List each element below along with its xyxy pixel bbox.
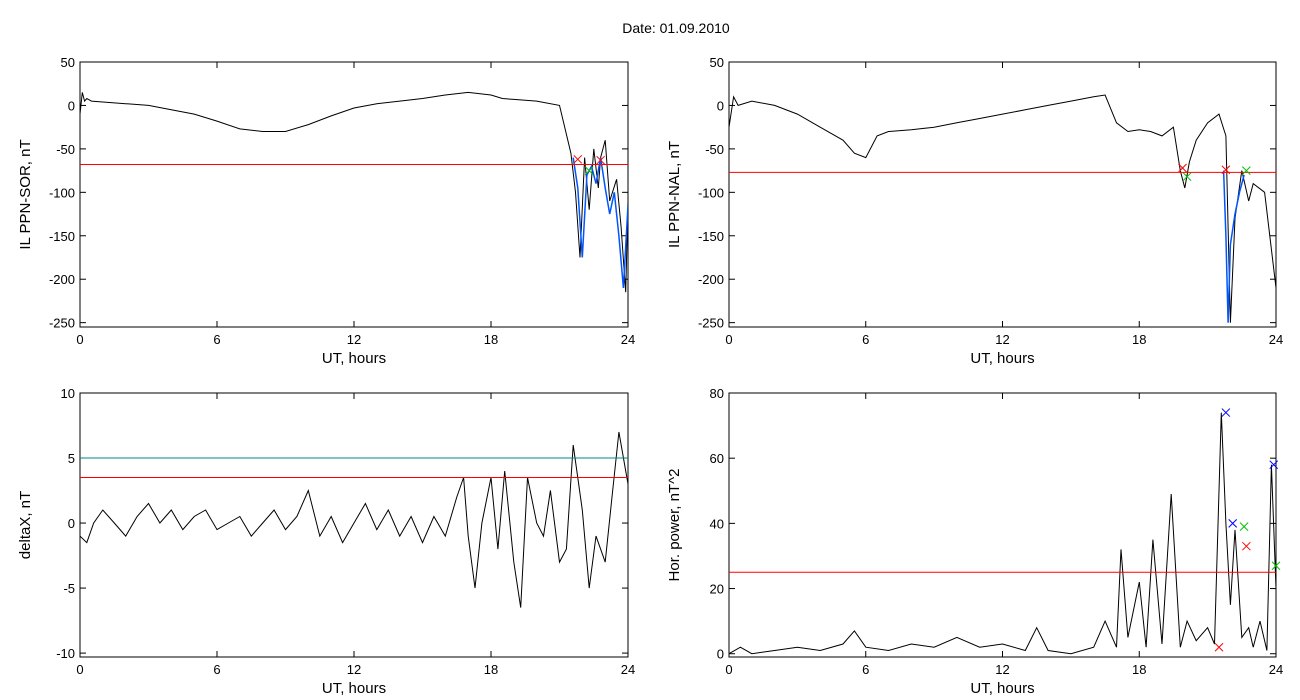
y-axis-label: Hor. power, nT^2 <box>666 469 683 582</box>
y-axis-label: IL PPN-NAL, nT <box>666 141 683 248</box>
y-tick-label: -200 <box>49 272 75 287</box>
x-tick-label: 0 <box>76 662 83 677</box>
plot-frame <box>728 392 1277 658</box>
plot-area <box>729 94 1276 323</box>
y-tick-label: 20 <box>710 582 724 597</box>
marker-x <box>584 166 594 175</box>
y-tick-label: -250 <box>698 316 724 331</box>
series-line <box>729 412 1276 655</box>
figure-title: Date: 01.09.2010 <box>622 20 730 36</box>
y-tick-label: -150 <box>698 229 724 244</box>
plot-frame <box>79 392 629 658</box>
x-tick-label: 18 <box>1132 332 1146 347</box>
y-tick-label: 0 <box>68 516 75 531</box>
y-tick-label: 60 <box>710 451 724 466</box>
x-tick-label: 6 <box>862 332 869 347</box>
marker-x <box>1242 541 1251 551</box>
y-tick-label: -150 <box>49 229 75 244</box>
series-line <box>80 91 628 293</box>
x-axis-label: UT, hours <box>322 350 386 367</box>
plot-area <box>80 431 628 608</box>
y-tick-label: 50 <box>61 55 75 70</box>
x-tick-label: 6 <box>213 332 220 347</box>
x-tick-label: 24 <box>621 332 635 347</box>
x-tick-label: 6 <box>213 662 220 677</box>
x-axis-label: UT, hours <box>970 680 1034 697</box>
x-tick-label: 12 <box>347 662 361 677</box>
x-tick-label: 24 <box>1269 332 1283 347</box>
x-tick-label: 12 <box>347 332 361 347</box>
panel-4: 0 6 12 18 24 80 60 40 20 0 UT, hours Hor. power, nT… <box>666 386 1283 697</box>
highlight-segment <box>572 157 628 288</box>
series-line <box>80 431 628 608</box>
y-axis-label: deltaX, nT <box>17 491 34 559</box>
x-tick-label: 18 <box>1132 662 1146 677</box>
panel-3: 0 6 12 18 24 10 5 0 -5 -10 UT, hours deltaX, nT <box>17 386 635 697</box>
y-tick-label: 0 <box>68 98 75 113</box>
y-tick-label: 50 <box>710 55 724 70</box>
x-axis-label: UT, hours <box>970 350 1034 367</box>
marker-x <box>1182 172 1192 182</box>
marker-x <box>1228 519 1238 528</box>
x-tick-label: 12 <box>995 332 1009 347</box>
plot-frame <box>79 61 629 328</box>
y-tick-label: 40 <box>710 516 724 531</box>
x-tick-label: 18 <box>484 332 498 347</box>
y-tick-label: 5 <box>68 451 75 466</box>
x-tick-label: 24 <box>1269 662 1283 677</box>
marker-x <box>1239 522 1249 531</box>
y-tick-label: -200 <box>698 272 724 287</box>
y-tick-label: -50 <box>705 142 724 157</box>
plot-area <box>80 91 628 293</box>
marker-x <box>1221 408 1231 417</box>
marker-x <box>1214 642 1224 652</box>
panel-1: 0 6 12 18 24 50 0 -50 -100 -150 -200 -250 UT, hours I… <box>17 55 635 367</box>
y-tick-label: -100 <box>698 185 724 200</box>
marker-x <box>596 155 605 165</box>
y-tick-label: -5 <box>63 581 75 596</box>
panel-2: 0 6 12 18 24 50 0 -50 -100 -150 -200 -250 UT, hours I… <box>666 55 1283 367</box>
y-tick-label: 0 <box>717 98 724 113</box>
x-axis-label: UT, hours <box>322 680 386 697</box>
highlight-segment <box>1222 170 1245 323</box>
y-tick-label: 0 <box>717 647 724 662</box>
x-tick-label: 24 <box>621 662 635 677</box>
y-tick-label: 10 <box>61 386 75 401</box>
marker-x <box>1271 561 1281 571</box>
y-tick-label: -50 <box>56 142 75 157</box>
x-tick-label: 18 <box>484 662 498 677</box>
y-tick-label: 80 <box>710 386 724 401</box>
x-tick-label: 6 <box>862 662 869 677</box>
y-tick-label: -10 <box>56 646 75 661</box>
x-tick-label: 12 <box>995 662 1009 677</box>
plot-area <box>729 412 1276 655</box>
marker-x <box>1242 166 1251 175</box>
y-tick-label: -100 <box>49 185 75 200</box>
x-tick-label: 0 <box>725 662 732 677</box>
y-axis-label: IL PPN-SOR, nT <box>17 139 34 249</box>
marker-x <box>1178 163 1187 173</box>
marker-x <box>1221 165 1231 175</box>
y-tick-label: -250 <box>49 316 75 331</box>
series-line <box>729 94 1276 323</box>
marker-x <box>1269 460 1279 470</box>
plot-frame <box>728 61 1277 328</box>
marker-x <box>573 154 583 164</box>
x-tick-label: 0 <box>725 332 732 347</box>
x-tick-label: 0 <box>76 332 83 347</box>
